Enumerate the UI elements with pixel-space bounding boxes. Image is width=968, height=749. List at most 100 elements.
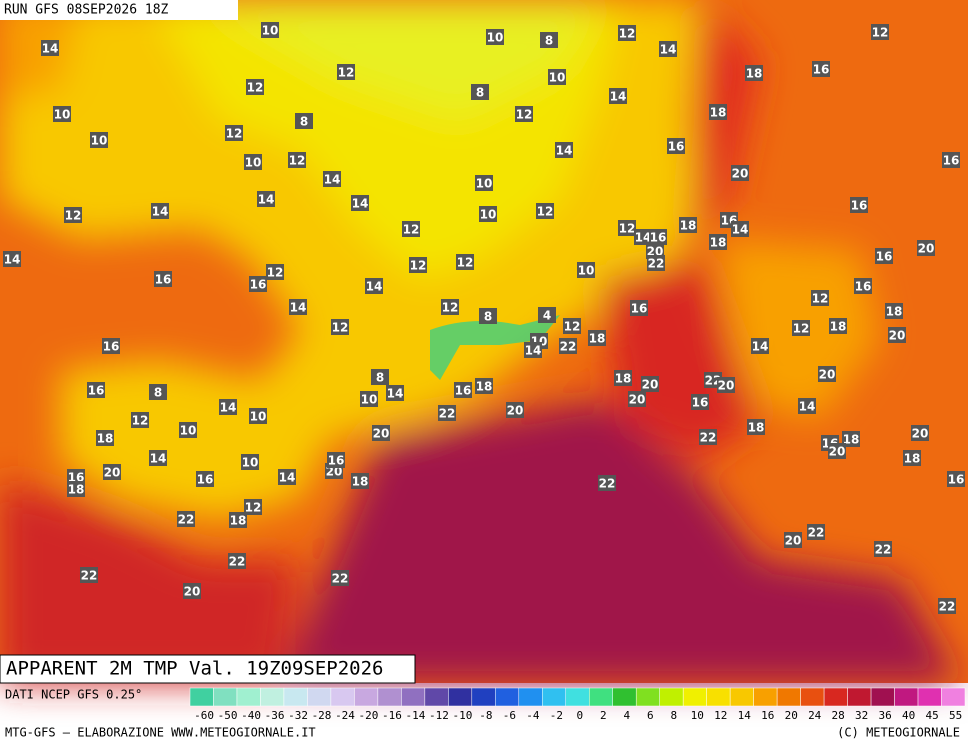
temp-label: 16 [328, 454, 345, 468]
label-box [244, 499, 262, 515]
colorbar-tick: -4 [526, 709, 540, 722]
temp-label: 12 [872, 26, 889, 40]
temp-label: 18 [476, 380, 493, 394]
label-box [641, 376, 659, 392]
colorbar-swatch [612, 687, 637, 707]
temp-label: 22 [229, 555, 246, 569]
label-box [850, 197, 868, 213]
temp-label: 12 [65, 209, 82, 223]
temp-label: 16 [155, 273, 172, 287]
temp-label: 16 [813, 63, 830, 77]
label-box [151, 203, 169, 219]
temp-label: 22 [599, 477, 616, 491]
temp-label: 20 [184, 585, 201, 599]
label-box [149, 384, 167, 400]
label-box [842, 431, 860, 447]
label-box [647, 255, 665, 271]
colorbar-tick: -6 [503, 709, 516, 722]
label-box [792, 320, 810, 336]
colorbar-tick: -36 [265, 709, 285, 722]
label-box [225, 125, 243, 141]
temp-label: 12 [516, 108, 533, 122]
temp-label: 12 [403, 223, 420, 237]
label-box [709, 234, 727, 250]
label-box [454, 382, 472, 398]
temp-label: 20 [912, 427, 929, 441]
colorbar-tick: 55 [949, 709, 962, 722]
colorbar-tick: 2 [600, 709, 607, 722]
temp-label: 12 [338, 66, 355, 80]
colorbar-tick: 24 [808, 709, 822, 722]
label-box [244, 154, 262, 170]
temp-label: 20 [104, 466, 121, 480]
temp-label: 14 [220, 401, 237, 415]
temp-label: 18 [830, 320, 847, 334]
label-box [3, 251, 21, 267]
label-box [942, 152, 960, 168]
colorbar-tick: 20 [785, 709, 798, 722]
label-box [219, 399, 237, 415]
temp-label: 16 [455, 384, 472, 398]
temp-label: 10 [476, 177, 493, 191]
temp-label: 18 [230, 514, 247, 528]
colorbar-swatch [213, 687, 238, 707]
label-box [402, 221, 420, 237]
temp-label: 18 [680, 219, 697, 233]
temp-label: 14 [752, 340, 769, 354]
temp-label: 12 [332, 321, 349, 335]
colorbar-tick: 45 [925, 709, 938, 722]
temp-label: 14 [635, 231, 652, 245]
temp-label: 12 [410, 259, 427, 273]
label-box [295, 113, 313, 129]
temp-label: 16 [851, 199, 868, 213]
temp-label: 8 [154, 386, 162, 400]
label-box [911, 425, 929, 441]
label-box [667, 138, 685, 154]
label-box [874, 541, 892, 557]
temp-label: 10 [549, 71, 566, 85]
colorbar-tick: 8 [670, 709, 677, 722]
temp-label: 10 [262, 24, 279, 38]
temp-label: 14 [258, 193, 275, 207]
label-box [745, 65, 763, 81]
colorbar-tick: 28 [832, 709, 845, 722]
map-field [0, 0, 968, 683]
label-box [731, 165, 749, 181]
run-box [0, 0, 238, 20]
temp-label: 14 [387, 387, 404, 401]
label-box [536, 203, 554, 219]
temp-label: 14 [799, 400, 816, 414]
colorbar-tick: -40 [241, 709, 261, 722]
label-box [588, 330, 606, 346]
colorbar-tick: 6 [647, 709, 654, 722]
colorbar-tick: 14 [738, 709, 752, 722]
label-box [179, 422, 197, 438]
label-box [183, 583, 201, 599]
label-box [609, 88, 627, 104]
temp-label: 18 [843, 433, 860, 447]
label-box [563, 318, 581, 334]
label-box [371, 369, 389, 385]
label-box [196, 471, 214, 487]
temp-label: 18 [710, 236, 727, 250]
label-box [278, 469, 296, 485]
label-box [228, 553, 246, 569]
temp-label: 20 [889, 329, 906, 343]
label-box [327, 452, 345, 468]
label-box [634, 229, 652, 245]
colorbar-swatch [542, 687, 567, 707]
temp-label: 16 [631, 302, 648, 316]
temp-label: 16 [692, 396, 709, 410]
label-box [812, 61, 830, 77]
label-box [614, 370, 632, 386]
temp-label: 14 [4, 253, 21, 267]
temp-label: 18 [615, 372, 632, 386]
temp-label: 14 [152, 205, 169, 219]
run-label: RUN GFS 08SEP2026 18Z [4, 3, 169, 18]
label-box [854, 278, 872, 294]
colorbar-tick: -20 [359, 709, 379, 722]
colorbar-swatch [753, 687, 778, 707]
label-box [618, 25, 636, 41]
label-box [323, 171, 341, 187]
